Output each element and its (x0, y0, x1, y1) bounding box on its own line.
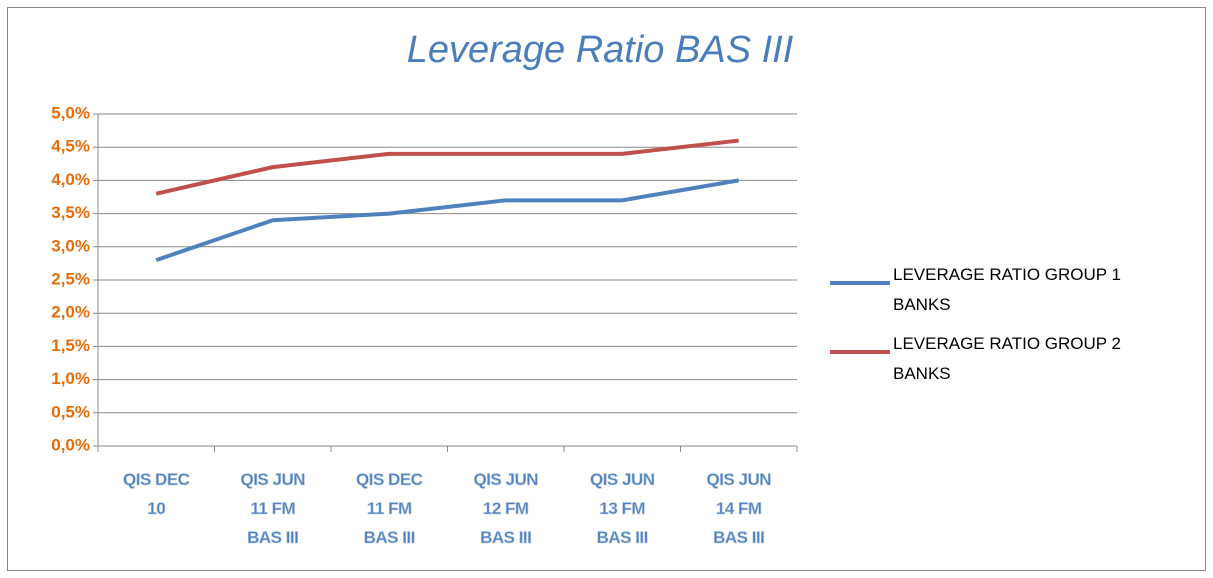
y-tick-label: 0,5% (51, 402, 90, 421)
y-tick-label: 5,0% (51, 103, 90, 122)
x-tick-label: QIS JUN 11 FM BAS III (240, 470, 305, 547)
y-tick-label: 3,5% (51, 203, 90, 222)
chart-border (7, 7, 1206, 571)
series-line (155, 138, 739, 196)
y-tick-label: 4,5% (51, 137, 90, 156)
legend-label: LEVERAGE RATIO GROUP 2 BANKS (893, 334, 1121, 383)
y-tick-label: 1,0% (51, 369, 90, 388)
y-tick-label: 2,5% (51, 269, 90, 288)
y-tick-label: 3,0% (51, 236, 90, 255)
x-tick-label: QIS DEC 10 (123, 470, 190, 518)
legend-label: LEVERAGE RATIO GROUP 1 BANKS (893, 265, 1121, 314)
x-tick-label: QIS JUN 14 FM BAS III (706, 470, 771, 547)
series-line (155, 178, 740, 262)
y-tick-label: 2,0% (51, 303, 90, 322)
y-tick-label: 4,0% (51, 170, 90, 189)
x-tick-label: QIS JUN 13 FM BAS III (590, 470, 655, 547)
y-tick-label: 0,0% (51, 435, 90, 454)
y-tick-label: 1,5% (51, 336, 90, 355)
chart-title: Leverage Ratio BAS III (407, 29, 794, 71)
x-tick-label: QIS JUN 12 FM BAS III (473, 470, 538, 547)
x-tick-label: QIS DEC 11 FM BAS III (356, 470, 423, 547)
